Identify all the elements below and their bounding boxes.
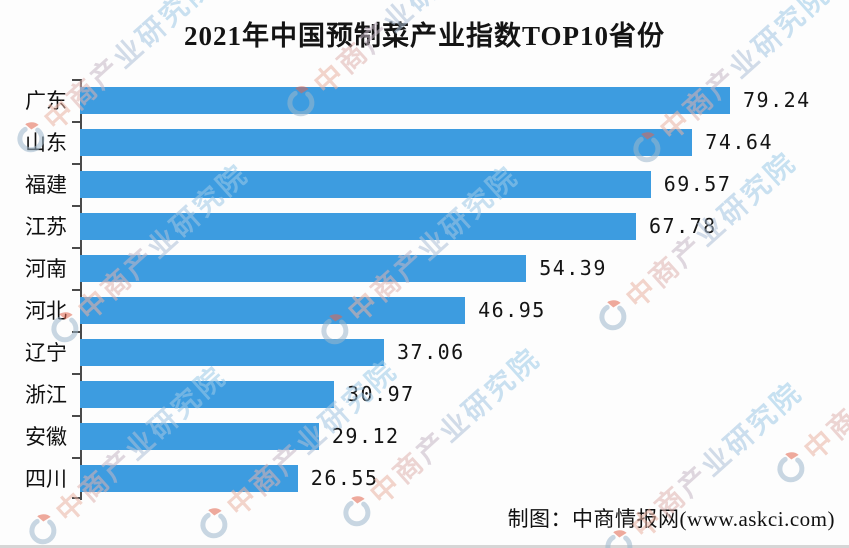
- source-credit: 制图：中商情报网(www.askci.com): [507, 507, 835, 531]
- bar-rows-container: 广东 79.24 山东 74.64 福建 69.57 江苏 67.78 河南 5…: [0, 79, 849, 499]
- bar-row: 广东 79.24: [0, 79, 849, 121]
- axis-tick: [72, 373, 80, 375]
- bar-area: 46.95: [80, 289, 849, 331]
- value-label: 46.95: [478, 298, 546, 322]
- bar-area: 37.06: [80, 331, 849, 373]
- bar: [80, 464, 298, 492]
- bar-row: 河南 54.39: [0, 247, 849, 289]
- chart-title: 2021年中国预制菜产业指数TOP10省份: [183, 21, 665, 51]
- axis-tick: [72, 289, 80, 291]
- category-label: 江苏: [25, 215, 67, 239]
- askci-logo-icon: [29, 514, 57, 545]
- askci-logo-icon: [200, 508, 228, 539]
- category-label: 浙江: [25, 383, 67, 407]
- category-label: 安徽: [25, 425, 67, 449]
- category-label: 广东: [25, 89, 67, 113]
- category-label: 福建: [25, 173, 67, 197]
- bar-row: 四川 26.55: [0, 457, 849, 499]
- value-label: 37.06: [397, 340, 465, 364]
- bar: [80, 170, 651, 198]
- bar: [80, 254, 527, 282]
- axis-tick: [72, 415, 80, 417]
- bar-area: 67.78: [80, 205, 849, 247]
- bar: [80, 212, 636, 240]
- bar: [80, 380, 334, 408]
- bar: [80, 86, 730, 114]
- bar-area: 30.97: [80, 373, 849, 415]
- bar-row: 福建 69.57: [0, 163, 849, 205]
- category-label: 山东: [25, 131, 67, 155]
- value-label: 69.57: [663, 172, 732, 196]
- bar-row: 江苏 67.78: [0, 205, 849, 247]
- bar-row: 山东 74.64: [0, 121, 849, 163]
- bottom-border-line: [0, 545, 849, 548]
- bar-area: 54.39: [80, 247, 849, 289]
- bar: [80, 338, 384, 366]
- axis-tick: [72, 247, 80, 249]
- axis-tick: [72, 163, 80, 165]
- value-label: 30.97: [347, 382, 415, 406]
- category-label: 四川: [25, 467, 67, 491]
- value-label: 26.55: [310, 466, 379, 490]
- axis-tick: [72, 205, 80, 207]
- category-label: 河北: [25, 299, 67, 323]
- bar-area: 74.64: [80, 121, 849, 163]
- bar-row: 河北 46.95: [0, 289, 849, 331]
- bar-area: 69.57: [80, 163, 849, 205]
- category-label: 辽宁: [25, 341, 67, 365]
- bar: [80, 296, 466, 324]
- category-label: 河南: [25, 257, 67, 281]
- value-label: 54.39: [539, 256, 607, 280]
- bar-row: 浙江 30.97: [0, 373, 849, 415]
- value-label: 67.78: [649, 214, 717, 238]
- bar: [80, 128, 693, 156]
- axis-tick: [72, 497, 80, 499]
- axis-tick: [72, 79, 80, 81]
- axis-tick: [72, 457, 80, 459]
- bar-area: 79.24: [80, 79, 849, 121]
- bar: [80, 422, 319, 450]
- value-label: 74.64: [705, 130, 774, 154]
- bar-row: 辽宁 37.06: [0, 331, 849, 373]
- bar-area: 29.12: [80, 415, 849, 457]
- bar-row: 安徽 29.12: [0, 415, 849, 457]
- value-label: 79.24: [743, 88, 811, 112]
- bar-area: 26.55: [80, 457, 849, 499]
- axis-tick: [72, 121, 80, 123]
- value-label: 29.12: [331, 424, 400, 448]
